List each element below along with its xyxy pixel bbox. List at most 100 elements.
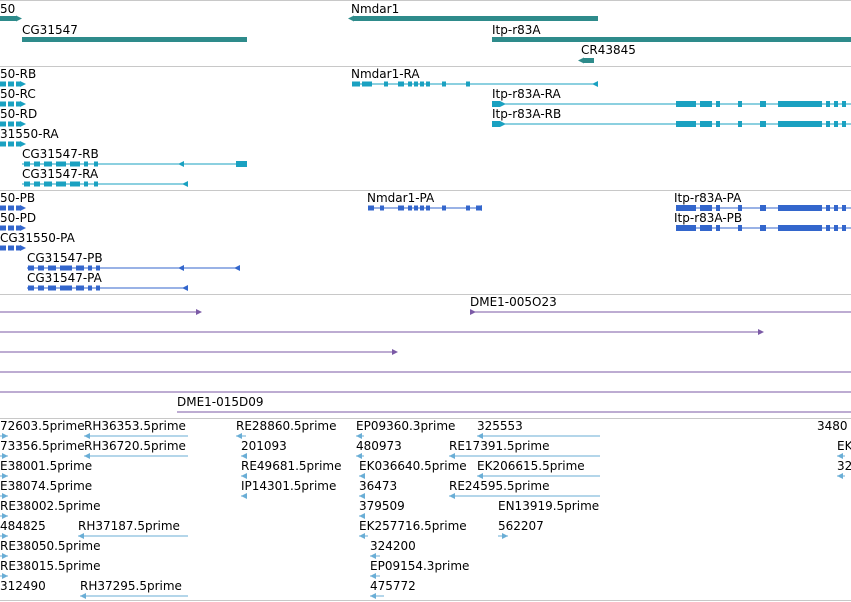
protein-exon[interactable] [442, 205, 446, 211]
transcript-exon[interactable] [700, 121, 712, 127]
protein-exon[interactable] [8, 225, 14, 231]
transcript-label[interactable]: 50-RC [0, 87, 36, 101]
protein-exon[interactable] [76, 285, 84, 291]
protein-exon[interactable] [778, 225, 822, 231]
transcript-label[interactable]: Itp-r83A-RB [492, 107, 562, 121]
est-label[interactable]: EK206615.5prime [477, 459, 585, 473]
transcript-exon[interactable] [16, 141, 20, 147]
est-label[interactable]: RH36720.5prime [84, 439, 186, 453]
transcript-strand-arrow[interactable] [592, 81, 598, 87]
transcript-exon[interactable] [8, 121, 14, 127]
transcript-strand-arrow[interactable] [20, 81, 26, 87]
transcript-exon[interactable] [834, 101, 838, 107]
transcript-exon[interactable] [84, 161, 88, 167]
est-strand-arrow[interactable] [356, 433, 362, 439]
transcript-exon[interactable] [0, 121, 6, 127]
protein-exon[interactable] [738, 205, 742, 211]
protein-exon[interactable] [700, 205, 712, 211]
protein-label[interactable]: CG31550-PA [0, 231, 75, 245]
transcript-exon[interactable] [842, 101, 846, 107]
match-strand-arrow[interactable] [392, 349, 398, 355]
protein-strand-arrow[interactable] [476, 205, 482, 211]
gene-bar[interactable] [584, 58, 594, 63]
est-label[interactable]: 324200 [370, 539, 416, 553]
protein-exon[interactable] [76, 265, 84, 271]
est-label[interactable]: 562207 [498, 519, 544, 533]
est-label[interactable]: 36473 [359, 479, 398, 493]
protein-exon[interactable] [834, 225, 838, 231]
est-strand-arrow[interactable] [2, 513, 8, 519]
transcript-exon[interactable] [700, 101, 712, 107]
transcript-strand-arrow[interactable] [20, 121, 26, 127]
est-label[interactable]: 72603.5prime [0, 419, 85, 433]
est-label[interactable]: 73356.5prime [0, 439, 85, 453]
transcript-exon[interactable] [492, 101, 500, 107]
gene-strand-arrow[interactable] [348, 15, 354, 22]
est-strand-arrow[interactable] [837, 473, 843, 479]
transcript-exon[interactable] [94, 181, 98, 187]
protein-exon[interactable] [426, 205, 430, 211]
transcript-label[interactable]: 50-RB [0, 67, 37, 81]
protein-exon[interactable] [16, 245, 20, 251]
est-label[interactable]: EP09360.3prime [356, 419, 456, 433]
protein-exon[interactable] [380, 205, 384, 211]
protein-exon[interactable] [676, 225, 696, 231]
protein-exon[interactable] [88, 285, 92, 291]
est-label[interactable]: 379509 [359, 499, 405, 513]
est-label[interactable]: RE38015.5prime [0, 559, 101, 573]
gene-bar[interactable] [0, 16, 16, 21]
est-strand-arrow[interactable] [370, 573, 376, 579]
protein-exon[interactable] [60, 285, 72, 291]
match-strand-arrow[interactable] [758, 329, 764, 335]
protein-exon[interactable] [60, 265, 72, 271]
transcript-exon[interactable] [384, 81, 388, 87]
protein-exon[interactable] [28, 265, 34, 271]
est-strand-arrow[interactable] [84, 453, 90, 459]
protein-exon[interactable] [398, 205, 404, 211]
est-strand-arrow[interactable] [370, 593, 376, 599]
est-strand-arrow[interactable] [2, 433, 8, 439]
protein-exon[interactable] [48, 285, 56, 291]
transcript-exon[interactable] [44, 181, 52, 187]
transcript-exon[interactable] [94, 161, 98, 167]
transcript-exon[interactable] [716, 101, 720, 107]
protein-strand-arrow[interactable] [20, 205, 26, 211]
protein-exon[interactable] [0, 245, 6, 251]
protein-strand-arrow[interactable] [20, 225, 26, 231]
protein-exon[interactable] [8, 205, 14, 211]
protein-exon[interactable] [842, 205, 846, 211]
protein-label[interactable]: CG31547-PB [27, 251, 103, 265]
est-label[interactable]: 312490 [0, 579, 46, 593]
protein-exon[interactable] [842, 225, 846, 231]
protein-exon[interactable] [408, 205, 412, 211]
est-label[interactable]: EP09154.3prime [370, 559, 470, 573]
protein-exon[interactable] [96, 285, 100, 291]
est-label[interactable]: 475772 [370, 579, 416, 593]
transcript-exon[interactable] [56, 161, 66, 167]
transcript-exon[interactable] [826, 101, 830, 107]
protein-exon[interactable] [414, 205, 418, 211]
gene-bar[interactable] [22, 37, 247, 42]
protein-exon[interactable] [88, 265, 92, 271]
est-strand-arrow[interactable] [502, 533, 508, 539]
transcript-exon[interactable] [362, 81, 372, 87]
protein-exon[interactable] [826, 225, 830, 231]
match-strand-arrow[interactable] [196, 309, 202, 315]
protein-exon[interactable] [760, 205, 766, 211]
est-label[interactable]: IP14301.5prime [241, 479, 337, 493]
transcript-strand-arrow[interactable] [20, 101, 26, 107]
gene-strand-arrow[interactable] [578, 57, 584, 64]
est-strand-arrow[interactable] [84, 433, 90, 439]
est-label[interactable]: 32 [837, 459, 851, 473]
gene-label[interactable]: Nmdar1 [351, 2, 400, 16]
protein-label[interactable]: Nmdar1-PA [367, 191, 435, 205]
protein-exon[interactable] [826, 205, 830, 211]
protein-exon[interactable] [0, 225, 6, 231]
protein-exon[interactable] [700, 225, 712, 231]
est-strand-arrow[interactable] [78, 533, 84, 539]
protein-label[interactable]: Itp-r83A-PB [674, 211, 743, 225]
est-label[interactable]: E38001.5prime [0, 459, 93, 473]
transcript-exon[interactable] [352, 81, 360, 87]
transcript-exon[interactable] [426, 81, 430, 87]
match-label[interactable]: DME1-015D09 [177, 395, 264, 409]
